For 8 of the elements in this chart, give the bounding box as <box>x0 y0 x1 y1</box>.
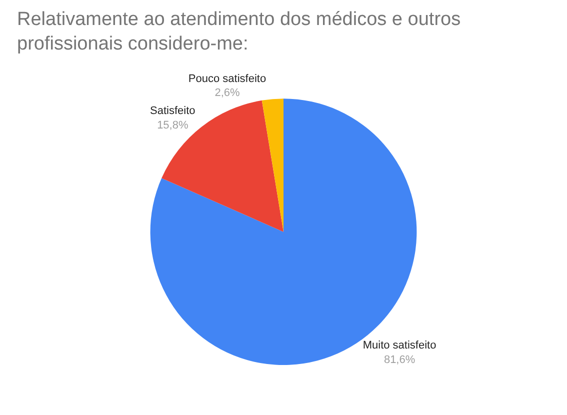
data-label: 2,6% <box>214 87 240 100</box>
slice-label: Muito satisfeito <box>362 339 436 352</box>
chart-title: Relativamente ao atendimento dos médicos e outros profissionais considero-me: <box>17 8 461 55</box>
slice-label: Satisfeito <box>150 105 196 118</box>
pie-slice <box>262 98 284 232</box>
data-label: 81,6% <box>384 354 416 366</box>
data-label: 15,8% <box>157 120 188 132</box>
slice-label: Pouco satisfeito <box>188 72 266 85</box>
